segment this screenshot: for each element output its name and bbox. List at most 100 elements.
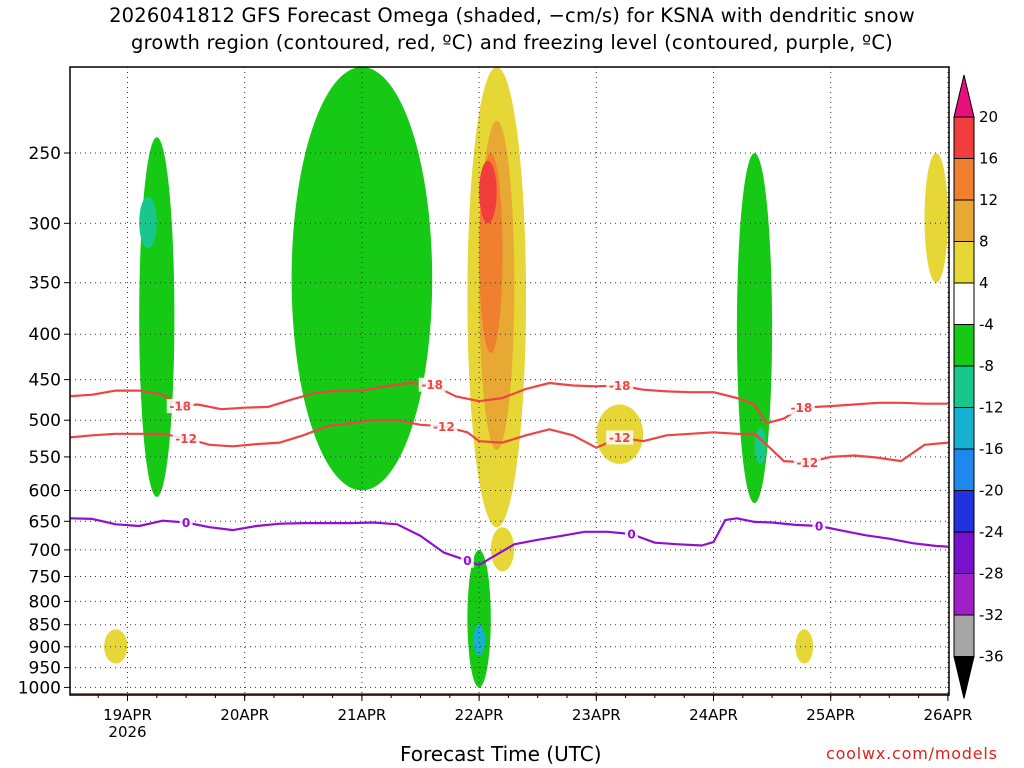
y-axis: 2503003504004505005506006507007508008509… — [18, 144, 70, 698]
contour-label-1-3: -12 — [796, 456, 818, 470]
x-tick-label-7: 26APR — [923, 706, 972, 724]
colorbar: 20 16 12 8 4 -4 -8 -12 -16 -20 -24 -28 -32 -36 — [953, 74, 1004, 699]
y-tick-label-1000: 1000 — [18, 678, 61, 698]
colorbar-box-5 — [953, 324, 975, 367]
contour-layer: -18 -18 -18 -18 -12 -12 -12 -12 0 0 0 0 — [70, 377, 949, 568]
y-tick-label-300: 300 — [29, 214, 61, 234]
colorbar-box-10 — [953, 531, 975, 574]
contour-label-0-2: -18 — [609, 379, 631, 393]
contour-label-2-3: 0 — [815, 520, 823, 534]
colorbar-box-3 — [953, 241, 975, 284]
colorbar-bottom-arrow — [953, 656, 975, 699]
contour-label-1-1: -12 — [433, 420, 455, 434]
colorbar-box-8 — [953, 448, 975, 491]
y-tick-label-850: 850 — [29, 616, 61, 636]
contour-label-bg-1-3 — [793, 455, 821, 470]
plot-frame-layer — [69, 66, 950, 696]
omega-region-3 — [479, 160, 497, 224]
omega-region-10 — [754, 427, 767, 464]
omega-region-8 — [139, 196, 157, 249]
colorbar-label-0: 20 — [979, 108, 998, 126]
omega-region-14 — [795, 629, 814, 664]
contour-label-bg-2-0 — [179, 515, 193, 530]
contour-label-bg-1-0 — [172, 431, 200, 446]
colorbar-label-12: -32 — [979, 606, 1004, 624]
colorbar-box-6 — [953, 365, 975, 408]
colorbar-box-4 — [953, 282, 975, 325]
contour-label-bg-2-1 — [460, 553, 474, 568]
y-tick-label-350: 350 — [29, 274, 61, 294]
x-tick-label-1: 20APR — [220, 706, 269, 724]
contour-label-bg-2-2 — [625, 527, 638, 542]
contour-label-2-2: 0 — [627, 528, 635, 542]
terrain-layer — [70, 693, 949, 695]
contour-label-bg-1-1 — [430, 419, 458, 434]
x-tick-label-3: 22APR — [455, 706, 504, 724]
contour-label-bg-2-3 — [812, 519, 826, 533]
colorbar-box-1 — [953, 158, 975, 201]
omega-region-9 — [736, 153, 773, 504]
y-tick-label-950: 950 — [29, 659, 61, 679]
contour-label-0-3: -18 — [791, 401, 813, 415]
y-tick-label-600: 600 — [29, 482, 61, 502]
x-tick-label-0: 19APR — [103, 706, 152, 724]
colorbar-box-11 — [953, 573, 975, 616]
contour-label-0-0: -18 — [169, 400, 191, 414]
colorbar-label-11: -28 — [979, 565, 1004, 583]
x-tick-sublabel-0: 2026 — [108, 723, 146, 741]
y-tick-label-700: 700 — [29, 541, 61, 561]
colorbar-box-0 — [953, 116, 975, 159]
omega-shading-layer — [104, 67, 948, 688]
y-tick-label-400: 400 — [29, 325, 61, 345]
colorbar-box-2 — [953, 199, 975, 242]
colorbar-label-9: -20 — [979, 482, 1004, 500]
contour-label-1-0: -12 — [175, 432, 197, 446]
colorbar-label-10: -24 — [979, 523, 1004, 541]
colorbar-box-9 — [953, 490, 975, 533]
colorbar-label-2: 12 — [979, 191, 998, 209]
colorbar-box-7 — [953, 407, 975, 450]
omega-region-6 — [291, 67, 433, 491]
omega-region-7 — [139, 137, 175, 497]
contour-label-bg-0-2 — [606, 378, 634, 393]
omega-region-11 — [467, 549, 491, 688]
contour-label-bg-0-0 — [166, 399, 194, 414]
contour-line-2 — [70, 517, 948, 567]
colorbar-label-7: -12 — [979, 399, 1004, 417]
y-tick-label-900: 900 — [29, 638, 61, 658]
chart-title-line-2: growth region (contoured, red, ºC) and f… — [131, 31, 893, 54]
colorbar-label-8: -16 — [979, 440, 1004, 458]
colorbar-label-5: -4 — [979, 316, 994, 334]
colorbar-label-3: 8 — [979, 233, 989, 251]
contour-label-2-1: 0 — [463, 554, 471, 568]
colorbar-label-13: -36 — [979, 648, 1004, 666]
contour-label-2-0: 0 — [182, 516, 190, 530]
colorbar-box-12 — [953, 614, 975, 657]
x-tick-label-6: 25APR — [806, 706, 855, 724]
y-tick-label-450: 450 — [29, 371, 61, 391]
contour-label-0-1: -18 — [421, 378, 443, 392]
colorbar-label-1: 16 — [979, 150, 998, 168]
omega-region-12 — [473, 624, 485, 656]
colorbar-label-6: -8 — [979, 357, 994, 375]
x-tick-label-2: 21APR — [337, 706, 386, 724]
x-axis-title: Forecast Time (UTC) — [400, 742, 602, 766]
y-tick-label-800: 800 — [29, 592, 61, 612]
y-tick-label-650: 650 — [29, 512, 61, 532]
contour-label-bg-0-1 — [418, 377, 446, 392]
plot-frame — [69, 66, 950, 696]
x-tick-label-4: 23APR — [572, 706, 621, 724]
chart-title-line-1: 2026041812 GFS Forecast Omega (shaded, −… — [109, 4, 915, 27]
y-tick-label-500: 500 — [29, 411, 61, 431]
contour-label-bg-0-3 — [787, 400, 815, 415]
credit-link[interactable]: coolwx.com/models — [826, 744, 998, 763]
colorbar-top-arrow — [953, 74, 975, 118]
contour-label-1-2: -12 — [609, 431, 631, 445]
x-tick-label-5: 24APR — [689, 706, 738, 724]
terrain-fill — [70, 693, 949, 695]
omega-region-15 — [924, 153, 948, 283]
y-tick-label-550: 550 — [29, 448, 61, 468]
omega-region-4 — [490, 527, 515, 572]
